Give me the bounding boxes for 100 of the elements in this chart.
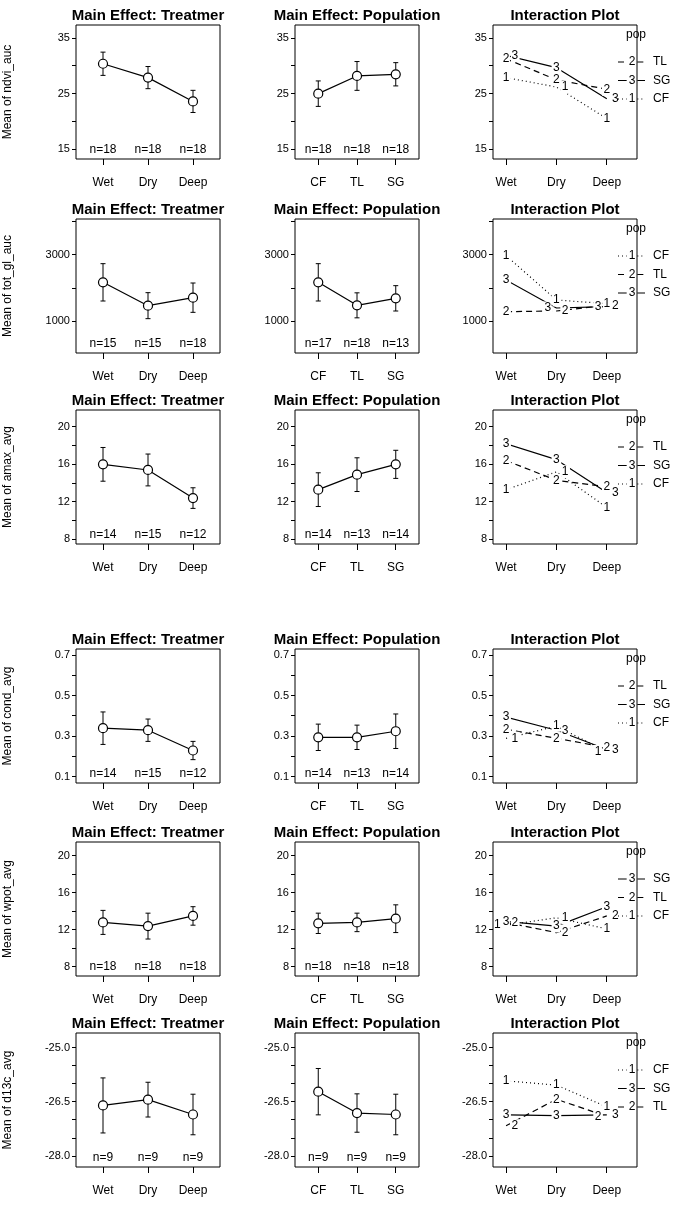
- annotation: n=9: [92, 1150, 114, 1165]
- x-tick-label: TL: [349, 991, 365, 1006]
- legend-label: TL: [653, 266, 668, 281]
- legend-label: TL: [653, 1099, 668, 1114]
- y-tick-label: 3000: [462, 247, 487, 260]
- y-tick-label: -28.0: [44, 1149, 70, 1162]
- y-tick-label: 12: [474, 922, 487, 935]
- annotation: n=18: [343, 336, 371, 351]
- y-tick-label: 8: [63, 959, 70, 972]
- x-tick-label: Dry: [547, 559, 566, 574]
- annotation: 2: [553, 472, 561, 487]
- annotation: 2: [502, 721, 510, 736]
- x-tick-label: Dry: [138, 798, 158, 813]
- x-tick-label: Wet: [495, 368, 518, 383]
- annotation: 2: [594, 1108, 602, 1123]
- annotation: n=15: [134, 336, 162, 351]
- annotation: 3: [628, 72, 636, 87]
- y-tick-label: 0.7: [471, 648, 487, 661]
- chart-title: Main Effect: Population: [273, 1014, 441, 1031]
- annotation: 3: [628, 457, 636, 472]
- annotation: 3: [502, 1107, 510, 1122]
- legend-label: TL: [653, 678, 668, 693]
- annotation: 1: [561, 464, 569, 479]
- annotation: 1: [628, 476, 636, 491]
- y-tick-label: 20: [57, 419, 70, 432]
- annotation: 2: [603, 479, 611, 494]
- y-tick-label: -25.0: [263, 1040, 289, 1053]
- annotation: 1: [603, 921, 611, 936]
- y-tick-label: -28.0: [461, 1149, 487, 1162]
- annotation: 1: [553, 718, 561, 733]
- y-tick-label: 16: [276, 885, 289, 898]
- y-tick-label: 0.3: [471, 729, 487, 742]
- annotation: n=12: [179, 766, 207, 781]
- annotation: 2: [561, 924, 569, 939]
- legend-label: TL: [653, 439, 668, 454]
- annotation: 3: [502, 272, 510, 287]
- y-tick-label: -26.5: [461, 1094, 487, 1107]
- annotation: 2: [603, 81, 611, 96]
- annotation: 1: [502, 69, 510, 84]
- annotation: 3: [502, 913, 510, 928]
- y-tick-label: 20: [474, 848, 487, 861]
- y-tick-label: -26.5: [44, 1094, 70, 1107]
- legend-label: SG: [653, 1080, 671, 1095]
- legend-label: CF: [653, 91, 669, 106]
- legend-label: CF: [653, 908, 669, 923]
- legend-title: pop: [626, 844, 647, 859]
- legend-label: SG: [653, 696, 671, 711]
- y-axis-title: Mean of ndvi_auc: [0, 44, 14, 140]
- x-tick-label: Deep: [178, 798, 208, 813]
- y-tick-label: 35: [474, 31, 487, 44]
- x-tick-label: Wet: [92, 559, 115, 574]
- y-tick-label: 12: [57, 494, 70, 507]
- legend-label: SG: [653, 457, 671, 472]
- annotation: 1: [553, 292, 561, 307]
- legend-label: SG: [653, 871, 671, 886]
- annotation: n=18: [179, 336, 207, 351]
- y-tick-label: 1000: [45, 314, 70, 327]
- x-tick-label: Dry: [138, 1182, 158, 1197]
- x-tick-label: Dry: [547, 368, 566, 383]
- legend-label: CF: [653, 476, 669, 491]
- annotation: 3: [511, 47, 519, 62]
- annotation: n=9: [182, 1150, 204, 1165]
- annotation: n=15: [134, 527, 162, 542]
- annotation: 2: [502, 51, 510, 66]
- chart-title: Main Effect: Treatmer: [71, 6, 225, 23]
- annotation: 1: [603, 110, 611, 125]
- x-tick-label: SG: [387, 798, 405, 813]
- y-tick-label: 16: [57, 885, 70, 898]
- annotation: 3: [561, 722, 569, 737]
- annotation: n=18: [134, 142, 162, 157]
- x-tick-label: Wet: [92, 991, 115, 1006]
- annotation: 2: [553, 1091, 561, 1106]
- annotation: n=18: [343, 959, 371, 974]
- annotation: n=18: [134, 959, 162, 974]
- annotation: 1: [502, 247, 510, 262]
- y-tick-label: 0.3: [54, 729, 70, 742]
- x-tick-label: CF: [310, 991, 327, 1006]
- x-tick-label: CF: [310, 798, 327, 813]
- annotation: n=18: [382, 959, 410, 974]
- chart-title: Interaction Plot: [510, 391, 620, 408]
- x-tick-label: Deep: [178, 174, 208, 189]
- x-tick-label: Dry: [547, 798, 566, 813]
- annotation: 1: [603, 295, 611, 310]
- annotation: 2: [628, 439, 636, 454]
- chart-title: Interaction Plot: [510, 630, 620, 647]
- annotation: 2: [553, 72, 561, 87]
- annotation: n=9: [385, 1150, 407, 1165]
- chart-title: Main Effect: Treatmer: [71, 1014, 225, 1031]
- annotation: n=15: [89, 336, 117, 351]
- x-tick-label: Wet: [92, 1182, 115, 1197]
- chart-title: Main Effect: Treatmer: [71, 200, 225, 217]
- annotation: 3: [612, 484, 620, 499]
- x-tick-label: SG: [387, 1182, 405, 1197]
- annotation: n=14: [304, 527, 333, 542]
- x-tick-label: SG: [387, 991, 405, 1006]
- annotation: 1: [594, 743, 602, 758]
- annotation: 1: [628, 908, 636, 923]
- x-tick-label: Dry: [138, 174, 158, 189]
- annotation: n=18: [179, 959, 207, 974]
- annotation: 2: [511, 1118, 519, 1133]
